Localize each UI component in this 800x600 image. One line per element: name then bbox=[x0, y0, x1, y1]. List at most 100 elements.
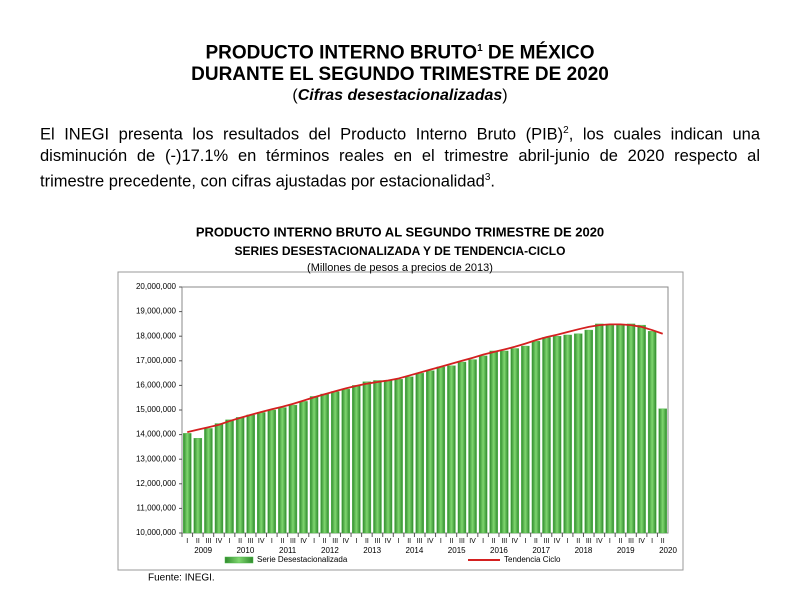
bar bbox=[330, 391, 340, 534]
bar bbox=[542, 337, 551, 534]
year-label: 2012 bbox=[321, 546, 339, 555]
y-tick-label: 10,000,000 bbox=[136, 528, 177, 537]
x-tick-label: I bbox=[567, 538, 569, 545]
bar bbox=[299, 401, 308, 534]
y-tick-label: 11,000,000 bbox=[137, 504, 177, 513]
subtitle: (Cifras desestacionalizadas) bbox=[0, 86, 800, 106]
x-tick-label: II bbox=[196, 538, 200, 545]
x-tick-label: III bbox=[248, 538, 254, 545]
title: DURANTE EL SEGUNDO TRIMESTRE DE 2020 bbox=[191, 64, 609, 86]
y-tick-label: 12,000,000 bbox=[136, 479, 177, 488]
unit-label: (Millones de pesos a precios de 2013) bbox=[307, 262, 493, 274]
bar bbox=[309, 396, 319, 534]
title-text: DE MÉXICO bbox=[482, 42, 595, 64]
x-tick-label: II bbox=[576, 538, 580, 545]
y-tick-label: 13,000,000 bbox=[136, 454, 177, 463]
legend-label: Serie Desestacionalizada bbox=[257, 555, 348, 564]
footnote-ref: 3 bbox=[484, 171, 491, 183]
x-tick-label: IV bbox=[216, 538, 223, 545]
legend-label: Tendencia Ciclo bbox=[504, 555, 561, 564]
year-label: 2010 bbox=[236, 546, 254, 555]
text: . bbox=[490, 172, 495, 190]
bar bbox=[468, 359, 477, 534]
bar bbox=[426, 370, 435, 534]
x-tick-label: II bbox=[280, 538, 284, 545]
bar bbox=[278, 407, 287, 534]
bar bbox=[478, 355, 488, 534]
y-tick-label: 17,000,000 bbox=[136, 356, 177, 365]
y-tick-label: 15,000,000 bbox=[136, 405, 177, 414]
x-tick-label: III bbox=[586, 538, 592, 545]
x-tick-label: I bbox=[186, 538, 188, 545]
footnote-ref: 1 bbox=[477, 43, 483, 54]
x-tick-label: II bbox=[619, 538, 623, 545]
y-tick-label: 19,000,000 bbox=[136, 307, 177, 316]
bar bbox=[267, 409, 277, 534]
year-label: 2016 bbox=[490, 546, 508, 555]
bar bbox=[584, 329, 593, 534]
chart-title: PRODUCTO INTERNO BRUTO AL SEGUNDO TRIMES… bbox=[196, 224, 604, 239]
bar bbox=[436, 366, 446, 534]
bar bbox=[500, 350, 509, 534]
bar bbox=[288, 404, 298, 534]
bar bbox=[510, 348, 520, 534]
bar bbox=[573, 333, 583, 534]
paragraph: El INEGI presenta los resultados del Pro… bbox=[40, 120, 760, 192]
x-tick-label: II bbox=[407, 538, 411, 545]
title-text: PRODUCTO INTERNO BRUTO bbox=[205, 42, 478, 64]
year-label: 2015 bbox=[448, 546, 466, 555]
bar bbox=[521, 345, 530, 534]
bar bbox=[341, 388, 350, 534]
x-tick-label: III bbox=[290, 538, 296, 545]
year-label: 2014 bbox=[406, 546, 424, 555]
subtitle-text: Cifras desestacionalizadas bbox=[297, 87, 503, 105]
text: , los cuales indican una disminución de … bbox=[40, 125, 761, 191]
bar bbox=[193, 438, 203, 534]
year-label: 2009 bbox=[194, 546, 212, 555]
source: Fuente: INEGI. bbox=[148, 573, 215, 584]
bar bbox=[352, 385, 361, 534]
bar bbox=[383, 380, 393, 534]
bar bbox=[658, 408, 667, 534]
title: PRODUCTO INTERNO BRUTO1 DE MÉXICO bbox=[0, 38, 800, 64]
x-tick-label: IV bbox=[638, 538, 645, 545]
bar bbox=[647, 331, 657, 534]
y-tick-label: 18,000,000 bbox=[136, 331, 177, 340]
bar bbox=[531, 340, 541, 534]
bar bbox=[362, 381, 372, 534]
y-tick-label: 16,000,000 bbox=[136, 381, 177, 390]
x-tick-label: IV bbox=[258, 538, 265, 545]
bar bbox=[404, 376, 414, 534]
bar bbox=[204, 428, 213, 534]
year-label: 2017 bbox=[532, 546, 550, 555]
x-tick-label: IV bbox=[596, 538, 603, 545]
trend-line bbox=[187, 323, 664, 434]
bar bbox=[616, 324, 625, 534]
bar bbox=[214, 423, 224, 534]
x-tick-label: IV bbox=[300, 538, 307, 545]
bar bbox=[373, 380, 382, 534]
x-tick-label: I bbox=[355, 538, 357, 545]
bar bbox=[225, 419, 234, 534]
x-tick-label: IV bbox=[511, 538, 518, 545]
document: PRODUCTO INTERNO BRUTO1 DE MÉXICO DURANT… bbox=[0, 0, 800, 190]
bar bbox=[447, 365, 456, 534]
footnote-ref: 2 bbox=[563, 125, 569, 136]
bar bbox=[257, 412, 266, 534]
plot-area bbox=[181, 286, 669, 534]
x-tick-label: IV bbox=[427, 538, 434, 545]
bar bbox=[235, 417, 245, 534]
legend-swatch bbox=[224, 556, 254, 564]
x-tick-label: II bbox=[238, 538, 242, 545]
x-tick-label: I bbox=[651, 538, 653, 545]
bar bbox=[605, 324, 615, 534]
x-tick-label: III bbox=[205, 538, 211, 545]
x-tick-label: III bbox=[501, 538, 507, 545]
x-tick-label: II bbox=[365, 538, 369, 545]
chart-subtitle: SERIES DESESTACIONALIZADA Y DE TENDENCIA… bbox=[235, 244, 566, 258]
bar bbox=[563, 334, 572, 534]
year-label: 2011 bbox=[279, 546, 297, 555]
bar bbox=[552, 336, 562, 534]
